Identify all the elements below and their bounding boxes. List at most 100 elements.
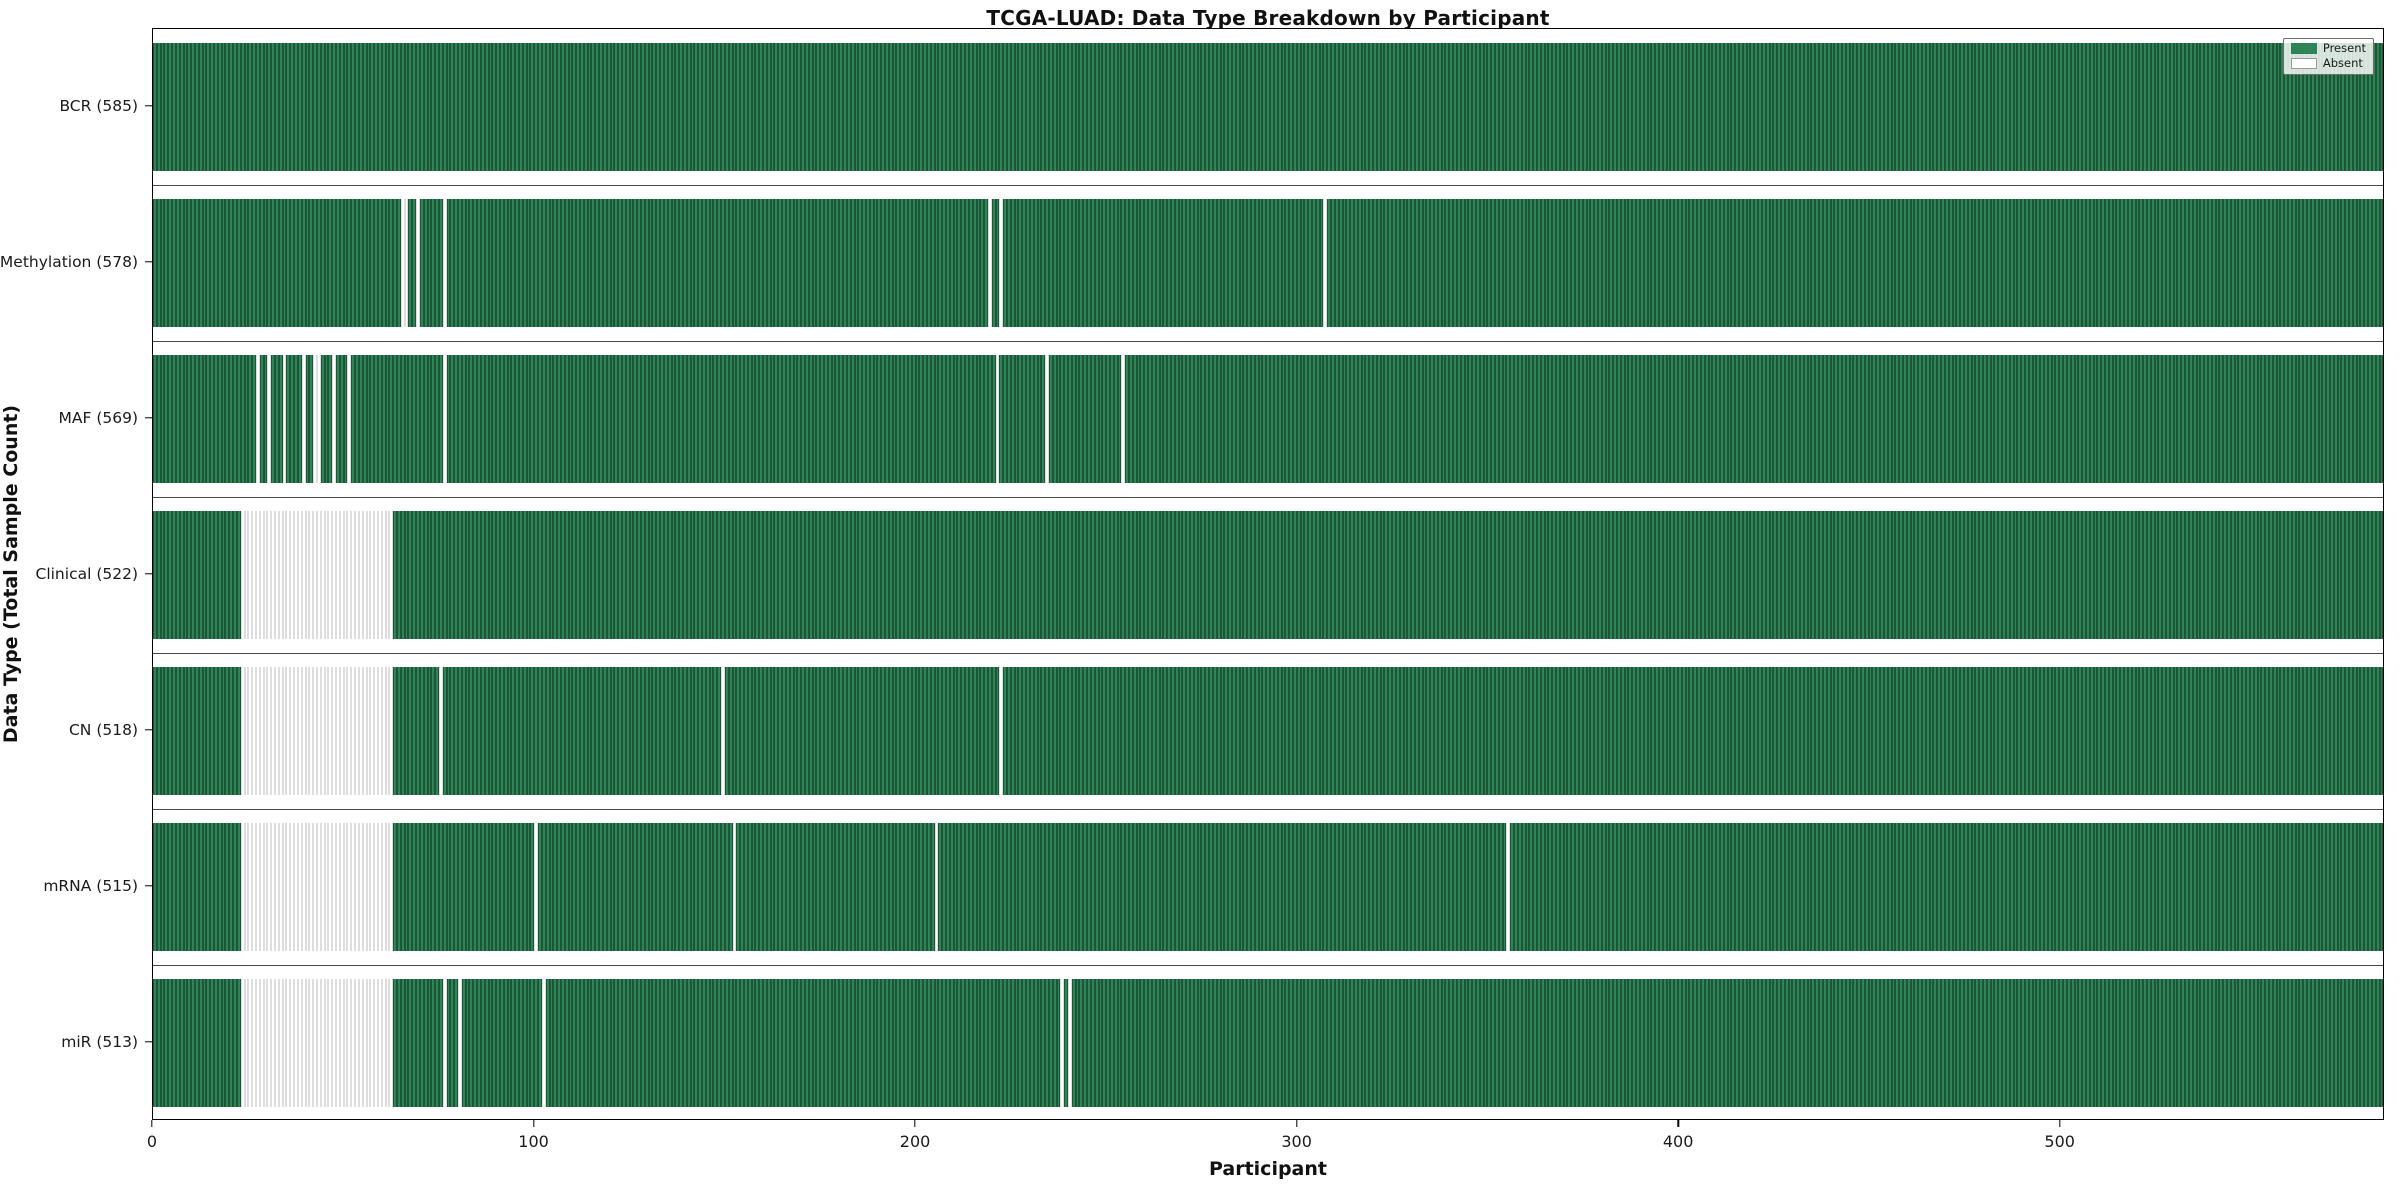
heatmap-cell-present bbox=[904, 667, 908, 795]
heatmap-cell-present bbox=[450, 199, 455, 327]
heatmap-cell-present bbox=[454, 355, 458, 483]
heatmap-cell-present bbox=[2082, 667, 2086, 795]
heatmap-cell-present bbox=[1811, 979, 1816, 1107]
heatmap-cell-present bbox=[1601, 355, 1606, 483]
heatmap-cell-present bbox=[2211, 823, 2216, 951]
heatmap-cell-present bbox=[1209, 355, 1213, 483]
heatmap-cell-present bbox=[1037, 667, 1042, 795]
heatmap-cell-present bbox=[637, 667, 641, 795]
heatmap-cell-present bbox=[923, 979, 927, 1107]
heatmap-cell-present bbox=[1563, 43, 1568, 171]
heatmap-cell-present bbox=[1941, 43, 1945, 171]
heatmap-cell-present bbox=[709, 511, 714, 639]
heatmap-cell-present bbox=[930, 43, 935, 171]
heatmap-cell-present bbox=[587, 511, 592, 639]
heatmap-cell-present bbox=[172, 823, 176, 951]
heatmap-cell-present bbox=[1445, 979, 1450, 1107]
heatmap-cell-present bbox=[1159, 979, 1164, 1107]
heatmap-cell-absent bbox=[305, 511, 310, 639]
heatmap-cell-present bbox=[820, 979, 824, 1107]
heatmap-cell-present bbox=[1983, 979, 1987, 1107]
heatmap-cell-present bbox=[1266, 667, 1271, 795]
heatmap-cell-present bbox=[187, 43, 192, 171]
heatmap-cell-present bbox=[1582, 979, 1587, 1107]
heatmap-cell-present bbox=[1262, 43, 1267, 171]
heatmap-cell-present bbox=[1983, 199, 1987, 327]
heatmap-cell-present bbox=[1632, 511, 1637, 639]
heatmap-cell-absent bbox=[297, 667, 302, 795]
heatmap-grid bbox=[153, 29, 2383, 1119]
heatmap-cell-present bbox=[1746, 355, 1751, 483]
heatmap-cell-present bbox=[557, 199, 561, 327]
heatmap-cell-present bbox=[450, 355, 455, 483]
heatmap-cell-present bbox=[2089, 199, 2094, 327]
heatmap-cell-present bbox=[949, 199, 954, 327]
heatmap-cell-present bbox=[926, 43, 931, 171]
heatmap-cell-present bbox=[1754, 511, 1759, 639]
heatmap-cell-present bbox=[766, 355, 771, 483]
heatmap-cell-present bbox=[1571, 667, 1576, 795]
heatmap-cell-present bbox=[172, 43, 176, 171]
heatmap-cell-present bbox=[724, 43, 729, 171]
heatmap-cell-present bbox=[1308, 823, 1312, 951]
heatmap-cell-present bbox=[206, 823, 211, 951]
heatmap-cell-present bbox=[2368, 355, 2372, 483]
heatmap-cell-present bbox=[827, 823, 832, 951]
heatmap-cell-present bbox=[2188, 823, 2193, 951]
heatmap-cell-present bbox=[1689, 199, 1694, 327]
heatmap-cell-present bbox=[1514, 823, 1518, 951]
heatmap-cell-present bbox=[1449, 355, 1454, 483]
heatmap-cell-present bbox=[1563, 667, 1568, 795]
heatmap-cell-present bbox=[1136, 511, 1141, 639]
heatmap-cell-present bbox=[1807, 823, 1812, 951]
heatmap-cell-present bbox=[1239, 979, 1244, 1107]
heatmap-cell-present bbox=[1251, 979, 1255, 1107]
heatmap-cell-absent bbox=[324, 511, 329, 639]
heatmap-cell-absent bbox=[263, 667, 268, 795]
heatmap-cell-present bbox=[568, 355, 573, 483]
heatmap-cell-present bbox=[652, 823, 657, 951]
heatmap-cell-present bbox=[2257, 355, 2262, 483]
chart-legend[interactable]: Present Absent bbox=[2282, 38, 2374, 75]
heatmap-cell-present bbox=[1952, 43, 1957, 171]
heatmap-cell-present bbox=[1041, 355, 1046, 483]
heatmap-cell-present bbox=[1773, 511, 1778, 639]
heatmap-cell-present bbox=[1289, 823, 1293, 951]
heatmap-cell-present bbox=[652, 511, 657, 639]
heatmap-cell-present bbox=[1990, 667, 1995, 795]
heatmap-cell-present bbox=[1212, 979, 1217, 1107]
heatmap-cell-absent bbox=[240, 823, 245, 951]
heatmap-cell-present bbox=[469, 511, 474, 639]
heatmap-cell-present bbox=[1285, 511, 1290, 639]
heatmap-cell-present bbox=[1327, 43, 1332, 171]
heatmap-cell-present bbox=[1472, 43, 1476, 171]
heatmap-cell-present bbox=[1094, 199, 1099, 327]
heatmap-cell-present bbox=[2196, 979, 2201, 1107]
heatmap-cell-present bbox=[1117, 511, 1122, 639]
heatmap-cell-present bbox=[1769, 355, 1774, 483]
heatmap-cell-present bbox=[2276, 979, 2281, 1107]
heatmap-cell-present bbox=[1548, 355, 1553, 483]
heatmap-cell-present bbox=[1388, 355, 1393, 483]
heatmap-cell-present bbox=[366, 199, 371, 327]
heatmap-cell-present bbox=[1857, 511, 1861, 639]
heatmap-cell-present bbox=[629, 355, 634, 483]
heatmap-cell-present bbox=[538, 355, 542, 483]
heatmap-cell-present bbox=[1849, 979, 1854, 1107]
heatmap-cell-present bbox=[370, 43, 375, 171]
heatmap-cell-present bbox=[1933, 511, 1938, 639]
heatmap-cell-present bbox=[175, 667, 180, 795]
heatmap-cell-present bbox=[1708, 199, 1713, 327]
heatmap-cell-present bbox=[1697, 823, 1701, 951]
heatmap-cell-present bbox=[435, 667, 439, 795]
heatmap-cell-present bbox=[1491, 511, 1495, 639]
heatmap-cell-present bbox=[2169, 823, 2174, 951]
heatmap-cell-present bbox=[2238, 979, 2243, 1107]
heatmap-cell-present bbox=[686, 979, 691, 1107]
row-separator bbox=[153, 809, 2383, 810]
heatmap-cell-present bbox=[275, 355, 279, 483]
heatmap-cell-present bbox=[2154, 511, 2159, 639]
heatmap-cell-present bbox=[1456, 199, 1461, 327]
heatmap-cell-present bbox=[2276, 355, 2281, 483]
heatmap-cell-present bbox=[873, 511, 878, 639]
